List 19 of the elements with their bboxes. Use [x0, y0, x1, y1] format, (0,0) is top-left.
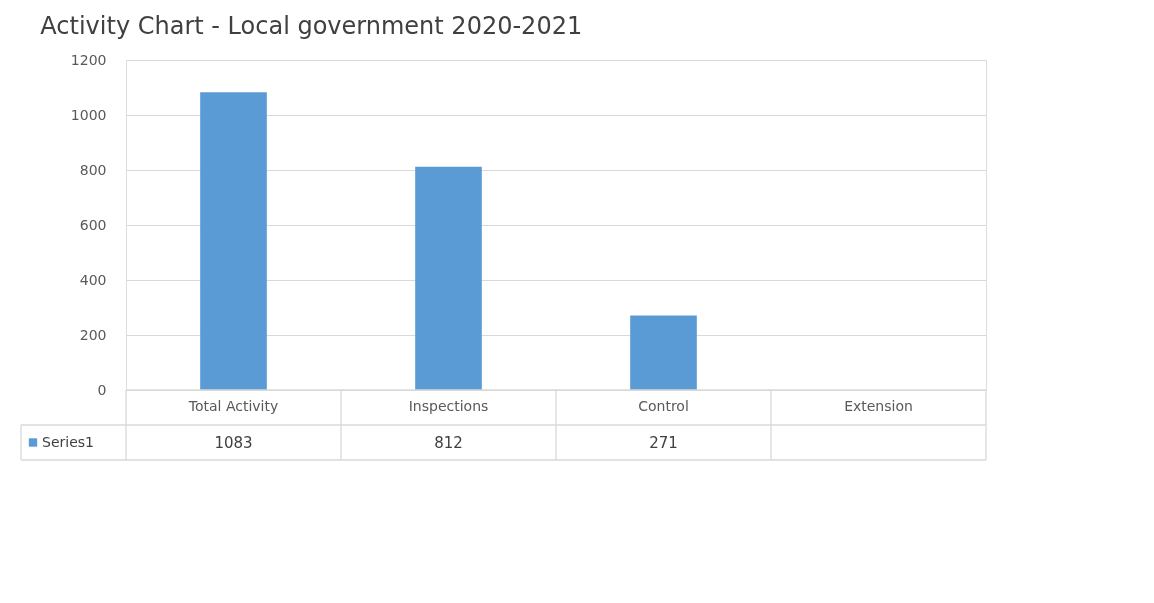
y-tick-label: 800: [79, 161, 107, 178]
legend-label: Series1: [42, 433, 94, 450]
bar: [630, 315, 697, 390]
data-label: 812: [434, 433, 463, 452]
bar: [200, 92, 267, 390]
y-tick-label: 1000: [70, 106, 107, 123]
y-tick-label: 400: [79, 271, 107, 288]
x-tick-label: Inspections: [408, 397, 489, 414]
y-tick-label: 0: [97, 381, 107, 398]
y-tick-label: 600: [79, 216, 107, 233]
bar: [415, 166, 482, 390]
x-tick-label: Total Activity: [187, 397, 279, 414]
x-tick-label: Control: [638, 397, 689, 414]
y-tick-label: 1200: [70, 51, 107, 68]
data-label: 1083: [214, 433, 253, 452]
data-label: 271: [649, 433, 678, 452]
x-tick-label: Extension: [844, 397, 913, 414]
y-tick-label: 200: [79, 326, 107, 343]
chart-title: Activity Chart - Local government 2020-2021: [40, 12, 583, 40]
